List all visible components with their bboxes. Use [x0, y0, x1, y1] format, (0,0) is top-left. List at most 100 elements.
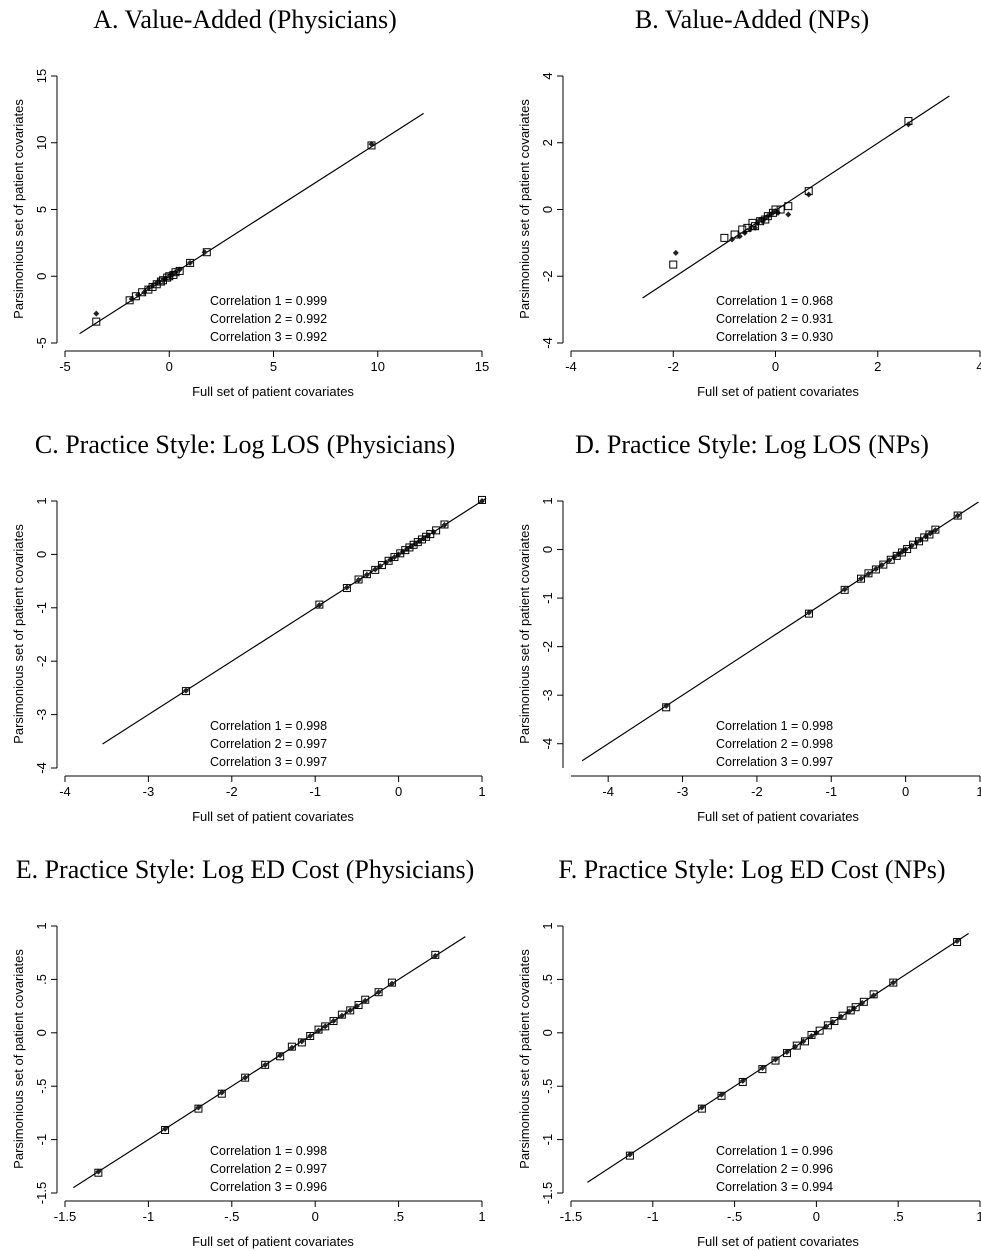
diamond-point: [288, 1044, 295, 1051]
diamond-point: [391, 554, 398, 561]
diamond-point: [808, 1033, 815, 1040]
diamond-point: [93, 310, 100, 317]
diamond-point: [783, 1049, 790, 1056]
y-tick-label: -5: [34, 337, 49, 349]
square-point: [953, 938, 962, 947]
diamond-point: [262, 1061, 269, 1068]
diamond-point: [441, 522, 448, 529]
x-tick-label: 0: [395, 784, 402, 799]
square-point: [125, 296, 134, 305]
x-tick-label: 10: [371, 359, 385, 374]
correlation-1-label: Correlation 1 = 0.998: [716, 719, 833, 733]
diamond-point: [772, 1056, 779, 1063]
square-point: [903, 545, 912, 554]
square-point: [440, 520, 449, 529]
square-point: [743, 223, 752, 232]
diamond-point: [315, 1027, 322, 1034]
square-point: [161, 1125, 170, 1134]
square-point: [815, 1026, 824, 1035]
diamond-point: [872, 565, 879, 572]
correlation-1-label: Correlation 1 = 0.996: [716, 1144, 833, 1158]
panel-d: D. Practice Style: Log LOS (NPs) Full se…: [517, 430, 981, 824]
x-tick-label: -1: [309, 784, 321, 799]
square-point: [851, 1003, 860, 1012]
y-tick-label: -4: [540, 738, 555, 750]
diamond-point: [368, 141, 375, 148]
panel-title: D. Practice Style: Log LOS (NPs): [575, 430, 929, 459]
square-point: [871, 565, 880, 574]
x-axis-label: Full set of patient covariates: [192, 384, 354, 399]
square-point: [329, 1017, 338, 1026]
diamond-point: [858, 575, 865, 582]
square-point: [354, 1001, 363, 1010]
x-tick-label: 5: [270, 359, 277, 374]
diamond-point: [182, 687, 189, 694]
diamond-point: [355, 577, 362, 584]
diamond-point: [908, 542, 915, 549]
y-axis-label: Parsimonious set of patient covariates: [517, 99, 532, 319]
diamond-point: [343, 584, 350, 591]
square-point: [804, 187, 813, 196]
panel-a: A. Value-Added (Physicians) Full set of …: [11, 5, 489, 399]
correlation-3-label: Correlation 3 = 0.996: [210, 1180, 327, 1194]
y-tick-label: -1: [540, 1134, 555, 1146]
x-tick-label: 0: [166, 359, 173, 374]
diamond-point: [718, 1091, 725, 1098]
square-point: [367, 141, 376, 150]
diamond-point: [878, 562, 885, 569]
panel-b: B. Value-Added (NPs) Full set of patient…: [517, 5, 981, 399]
x-tick-label: 1: [478, 784, 485, 799]
x-axis-label: Full set of patient covariates: [697, 384, 859, 399]
square-point: [171, 268, 180, 277]
y-axis-label: Parsimonious set of patient covariates: [517, 949, 532, 1169]
y-tick-label: -2: [540, 641, 555, 653]
square-point: [953, 511, 962, 520]
square-point: [276, 1052, 285, 1061]
x-axis-label: Full set of patient covariates: [192, 809, 354, 824]
diamond-point: [954, 937, 961, 944]
square-point: [697, 1104, 706, 1113]
y-tick-label: 2: [540, 139, 555, 146]
square-point: [409, 540, 418, 549]
square-point: [804, 609, 813, 618]
diamond-point: [886, 557, 893, 564]
diamond-point: [187, 259, 194, 266]
x-tick-label: -.5: [224, 1209, 239, 1224]
square-point: [625, 1151, 634, 1160]
diamond-point: [363, 571, 370, 578]
square-point: [792, 1041, 801, 1050]
diamond-point: [141, 289, 148, 296]
diamond-point: [785, 211, 792, 218]
y-tick-label: 0: [34, 273, 49, 280]
y-tick-label: -2: [34, 655, 49, 667]
y-tick-label: -.5: [34, 1079, 49, 1094]
x-axis-label: Full set of patient covariates: [697, 1234, 859, 1249]
correlation-1-label: Correlation 1 = 0.968: [716, 294, 833, 308]
square-point: [859, 997, 868, 1006]
diamond-point: [176, 266, 183, 273]
y-tick-label: 0: [540, 1029, 555, 1036]
x-tick-label: -4: [59, 784, 71, 799]
x-tick-label: -2: [667, 359, 679, 374]
y-tick-label: 1: [34, 497, 49, 504]
square-point: [771, 205, 780, 214]
square-point: [175, 266, 184, 275]
diamond-point: [890, 979, 897, 986]
square-point: [431, 950, 440, 959]
square-point: [342, 584, 351, 593]
x-tick-label: .5: [393, 1209, 404, 1224]
square-point: [186, 258, 195, 267]
x-tick-label: -4: [565, 359, 577, 374]
x-tick-label: -1.5: [54, 1209, 76, 1224]
x-tick-label: 0: [902, 784, 909, 799]
square-point: [751, 222, 760, 231]
square-point: [478, 495, 486, 504]
diamond-point: [865, 570, 872, 577]
y-tick-label: -4: [540, 337, 555, 349]
square-point: [738, 1077, 747, 1086]
diamond-point: [162, 1125, 169, 1132]
y-tick-label: 15: [34, 69, 49, 83]
diamond-point: [195, 1104, 202, 1111]
x-tick-label: -3: [677, 784, 689, 799]
diamond-point: [95, 1168, 102, 1175]
